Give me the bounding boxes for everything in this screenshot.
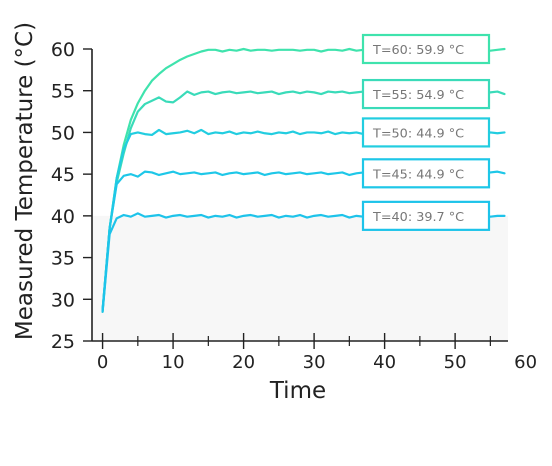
series-data-label: T=45: 44.9 °C (372, 167, 464, 182)
y-tick-label: 35 (51, 248, 75, 270)
series-data-label: T=60: 59.9 °C (372, 43, 464, 58)
series-label-box (361, 117, 491, 148)
x-tick-label: 20 (232, 352, 255, 373)
x-tick-label: 50 (444, 352, 467, 373)
y-tick-label: 50 (51, 122, 75, 144)
lower-shaded-band-layer (92, 215, 508, 341)
x-tick-label: 60 (514, 352, 537, 373)
x-tick-label: 30 (303, 352, 326, 373)
series-data-label: T=50: 44.9 °C (372, 126, 464, 141)
label-layer: T=60: 59.9 °C T=55: 54.9 °C T=50: 44.9 °C T… (361, 33, 491, 231)
x-tick-label: 10 (162, 352, 185, 373)
y-tick-label: 25 (51, 331, 75, 353)
series-data-label: T=55: 54.9 °C (372, 88, 464, 103)
lower-shaded-band (92, 215, 508, 341)
series-label-box (361, 78, 491, 110)
y-axis-label: Measured Temperature (°C) (12, 22, 38, 340)
y-tick-label: 60 (51, 39, 75, 61)
y-tick-label: 55 (51, 81, 75, 103)
y-tick-label: 30 (51, 289, 75, 311)
series-label-box (361, 200, 491, 231)
axis-layer: 25 30 35 40 45 50 55 60 0 10 20 30 40 50 60 (51, 39, 537, 373)
series-data-label: T=40: 39.7 °C (372, 210, 464, 225)
y-tick-label: 40 (51, 206, 75, 228)
y-tick-label: 45 (51, 164, 75, 186)
series-label-box (361, 158, 491, 189)
x-axis-label: Time (269, 378, 326, 404)
x-tick-label: 40 (373, 352, 396, 373)
x-tick-label: 0 (97, 352, 108, 373)
series-label-box (361, 33, 491, 65)
